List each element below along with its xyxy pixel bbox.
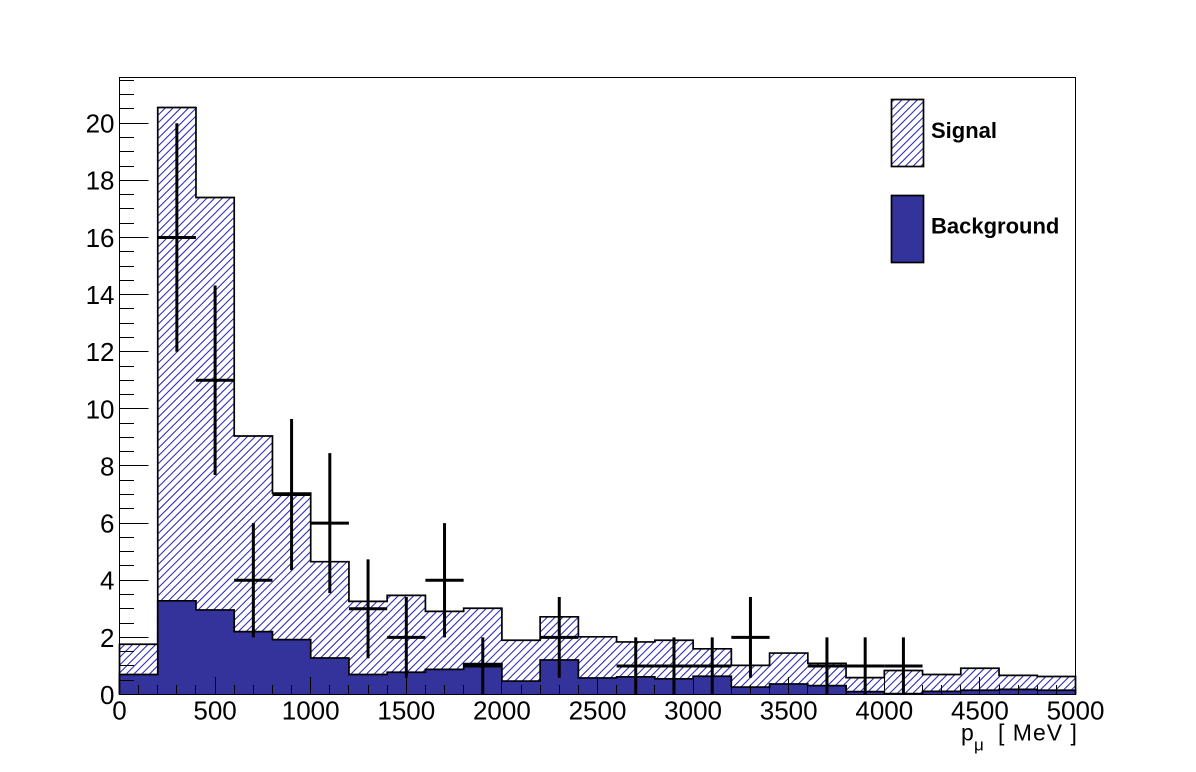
- svg-text:0: 0: [100, 680, 114, 710]
- svg-text:8: 8: [100, 451, 114, 481]
- svg-text:1000: 1000: [282, 696, 340, 726]
- svg-text:0: 0: [112, 696, 126, 726]
- svg-text:5000: 5000: [1047, 696, 1105, 726]
- svg-text:4000: 4000: [855, 696, 913, 726]
- svg-text:6: 6: [100, 509, 114, 539]
- svg-text:2000: 2000: [473, 696, 531, 726]
- svg-text:Background: Background: [931, 214, 1059, 239]
- svg-text:18: 18: [86, 166, 115, 196]
- svg-text:p: p: [961, 720, 974, 746]
- svg-text:500: 500: [193, 696, 236, 726]
- svg-text:3000: 3000: [664, 696, 722, 726]
- svg-text:1500: 1500: [377, 696, 435, 726]
- svg-text:12: 12: [86, 337, 115, 367]
- svg-text:Signal: Signal: [931, 118, 997, 143]
- svg-text:4500: 4500: [951, 696, 1009, 726]
- svg-text:μ: μ: [974, 736, 984, 755]
- svg-text:4: 4: [100, 566, 114, 596]
- svg-text:2500: 2500: [569, 696, 627, 726]
- svg-text:3500: 3500: [760, 696, 818, 726]
- svg-text:2: 2: [100, 623, 114, 653]
- svg-text:10: 10: [86, 394, 115, 424]
- svg-text:16: 16: [86, 223, 115, 253]
- svg-text:20: 20: [86, 109, 115, 139]
- svg-text:14: 14: [86, 280, 115, 310]
- svg-text:[ MeV ]: [ MeV ]: [998, 720, 1078, 746]
